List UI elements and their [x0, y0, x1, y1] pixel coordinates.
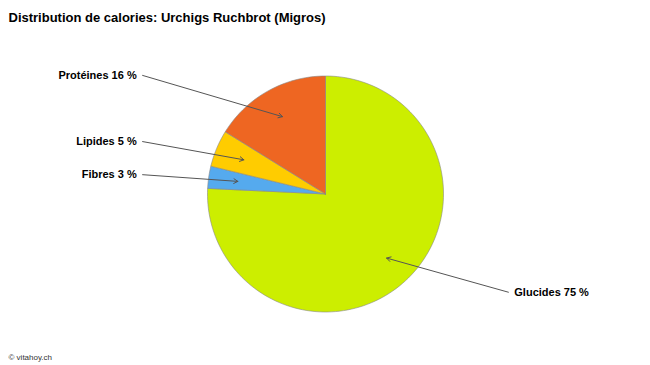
svg-text:Glucides 75 %: Glucides 75 %	[514, 286, 589, 298]
svg-text:Protéines 16 %: Protéines 16 %	[58, 69, 136, 81]
svg-text:Fibres 3 %: Fibres 3 %	[82, 168, 137, 180]
svg-text:Distribution de calories: Urch: Distribution de calories: Urchigs Ruchbr…	[9, 10, 326, 25]
svg-text:Lipides 5 %: Lipides 5 %	[76, 135, 137, 147]
svg-text:© vitahoy.ch: © vitahoy.ch	[9, 353, 53, 362]
